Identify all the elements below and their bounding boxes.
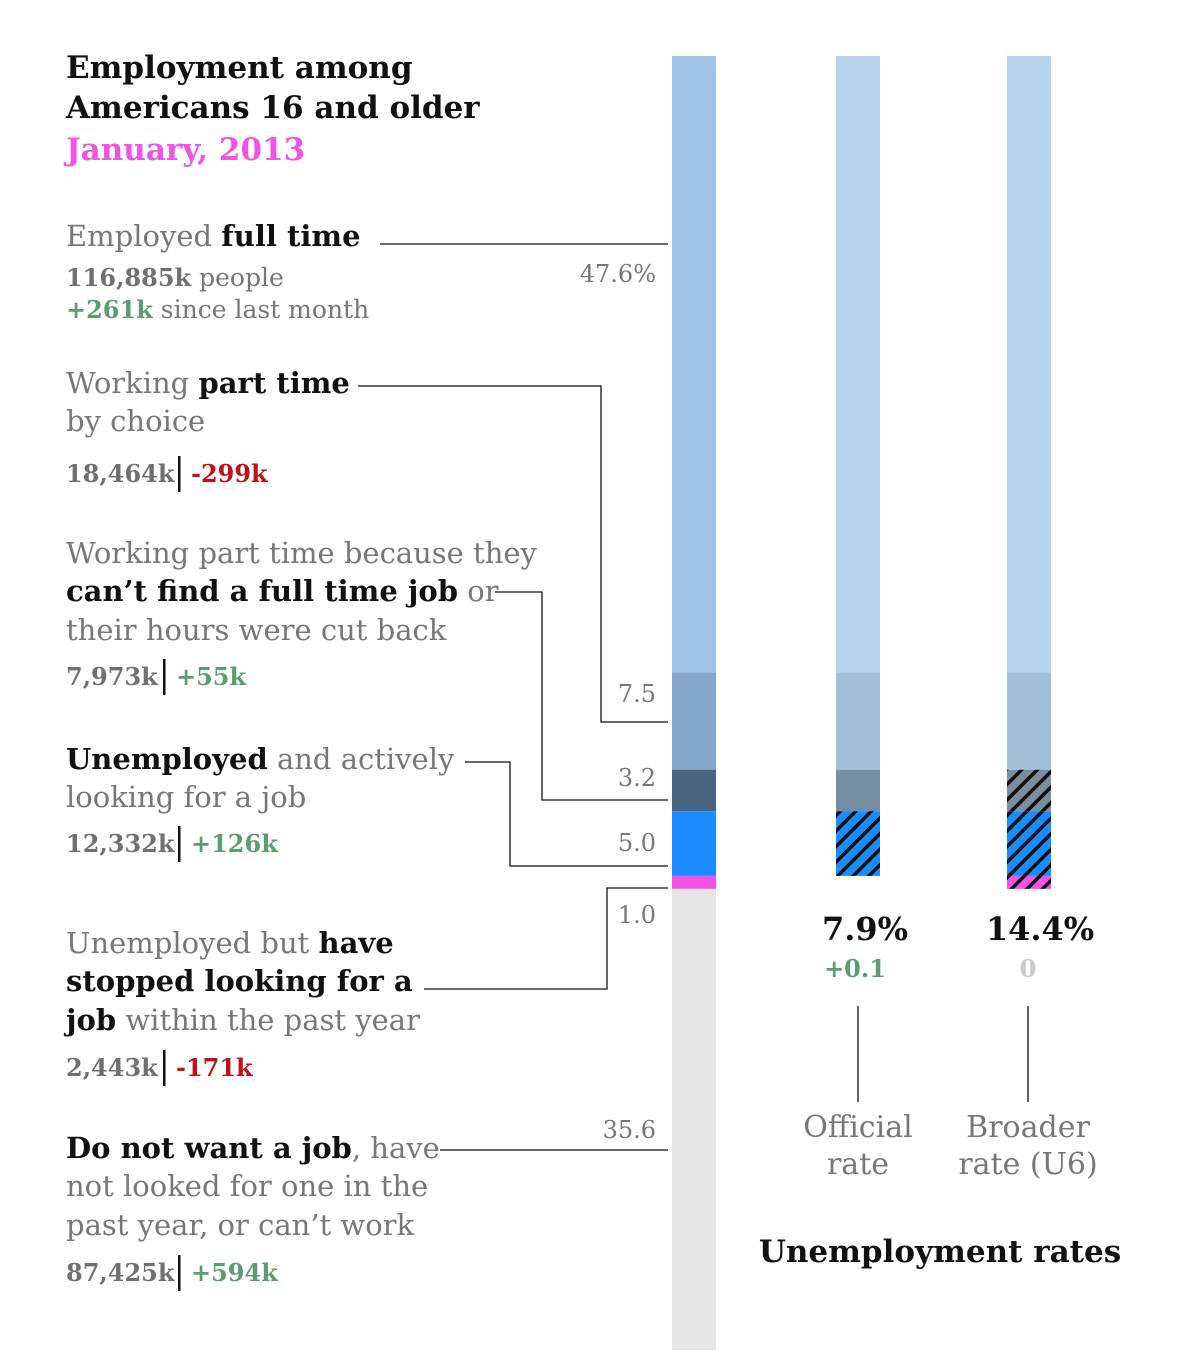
category-count-not-want: 87,425k [66, 1258, 176, 1287]
rates-footer-title: Unemployment rates [759, 1234, 1121, 1270]
chart-title-line1: Employment among [66, 50, 413, 86]
rate-bar-u6-part-time-choice [1007, 672, 1051, 770]
category-count-part-time-forced: 7,973k [66, 662, 159, 691]
category-label-unemployed-line2: looking for a job [66, 780, 306, 814]
category-label-not-want-line1: Do not want a job, have [66, 1131, 440, 1165]
category-count-part-time-choice: 18,464k [66, 459, 176, 488]
rate-label-u6-line1: Broader [966, 1110, 1090, 1145]
main-stacked-bar [672, 56, 716, 1350]
category-count-unemployed: 12,332k [66, 829, 176, 858]
category-change-part-time-choice: -299k [191, 459, 269, 488]
rate-label-official-line2: rate [827, 1147, 889, 1182]
rate-bar-official-unemployed [836, 811, 880, 876]
count-separator [178, 1255, 181, 1291]
category-label-full-time: Employed full time [66, 219, 361, 253]
category-part-time-forced: Working part time because they can’t fin… [66, 536, 538, 695]
category-change-not-want: +594k [191, 1258, 279, 1287]
count-separator [178, 456, 181, 492]
bar-segment-discouraged [672, 875, 716, 889]
category-discouraged: Unemployed but have stopped looking for … [63, 926, 420, 1086]
pct-label-unemployed: 5.0 [618, 829, 656, 857]
category-label-part-time-forced-line3: their hours were cut back [66, 613, 447, 647]
rate-label-official-line1: Official [803, 1110, 912, 1145]
category-count-full-time: 116,885k people [66, 263, 284, 292]
category-label-part-time-choice-line1: Working part time [66, 366, 350, 400]
category-label-not-want-line2: not looked for one in the [66, 1169, 428, 1203]
leader-line-unemployed [465, 761, 668, 867]
category-label-part-time-forced-line2: can’t find a full time job or [66, 574, 499, 608]
count-separator [163, 1050, 166, 1086]
category-label-discouraged-line3: job within the past year [63, 1003, 420, 1037]
category-count-discouraged: 2,443k [66, 1053, 159, 1082]
count-separator [163, 659, 166, 695]
bar-segment-full-time [672, 56, 716, 673]
pct-label-not-want: 35.6 [603, 1116, 656, 1144]
leader-line-part-time-choice [358, 385, 668, 723]
rate-bar-u6-discouraged [1007, 875, 1051, 889]
category-full-time: Employed full time 116,885k people +261k… [66, 219, 369, 324]
rate-change-u6: 0 [1020, 954, 1037, 983]
category-not-want: Do not want a job, have not looked for o… [66, 1131, 440, 1291]
rate-value-u6: 14.4% [986, 910, 1094, 948]
pct-label-discouraged: 1.0 [618, 901, 656, 929]
bar-segment-not-want [672, 888, 716, 1350]
chart-subtitle-date: January, 2013 [63, 132, 305, 168]
pct-label-full-time: 47.6% [580, 260, 656, 288]
rate-bar-u6-full-time [1007, 56, 1051, 673]
category-change-discouraged: -171k [176, 1053, 254, 1082]
rate-bar-u6-part-time-forced [1007, 769, 1051, 812]
count-separator [178, 826, 181, 862]
pct-label-part-time-choice: 7.5 [618, 680, 656, 708]
rate-bar-official-part-time-forced [836, 769, 880, 812]
category-part-time-choice: Working part time by choice 18,464k -299… [66, 366, 350, 492]
category-change-full-time: +261k since last month [66, 295, 369, 324]
rate-bar-official-part-time-choice [836, 672, 880, 770]
chart-title-line2: Americans 16 and older [65, 90, 480, 126]
category-label-discouraged-line2: stopped looking for a [66, 964, 413, 998]
leader-line-discouraged [424, 887, 668, 990]
rate-change-official: +0.1 [824, 954, 886, 983]
category-unemployed-active: Unemployed and actively looking for a jo… [66, 742, 455, 862]
pct-label-part-time-forced: 3.2 [618, 764, 656, 792]
leader-line-part-time-forced [495, 591, 668, 801]
bar-segment-part-time-choice [672, 672, 716, 770]
category-label-discouraged-line1: Unemployed but have [66, 926, 394, 960]
bar-segment-part-time-forced [672, 769, 716, 812]
rate-label-u6-line2: rate (U6) [958, 1147, 1097, 1182]
category-label-part-time-choice-line2: by choice [66, 404, 205, 438]
category-label-part-time-forced-line1: Working part time because they [66, 536, 538, 570]
category-label-not-want-line3: past year, or can’t work [66, 1208, 415, 1242]
rate-bar-official-full-time [836, 56, 880, 673]
rate-bars [836, 56, 1051, 889]
leader-lines [358, 243, 1029, 1151]
rate-value-official: 7.9% [822, 910, 908, 948]
category-label-unemployed-line1: Unemployed and actively [66, 742, 455, 776]
category-change-part-time-forced: +55k [176, 662, 248, 691]
bar-segment-unemployed [672, 811, 716, 876]
category-change-unemployed: +126k [191, 829, 279, 858]
rate-bar-u6-unemployed [1007, 811, 1051, 876]
